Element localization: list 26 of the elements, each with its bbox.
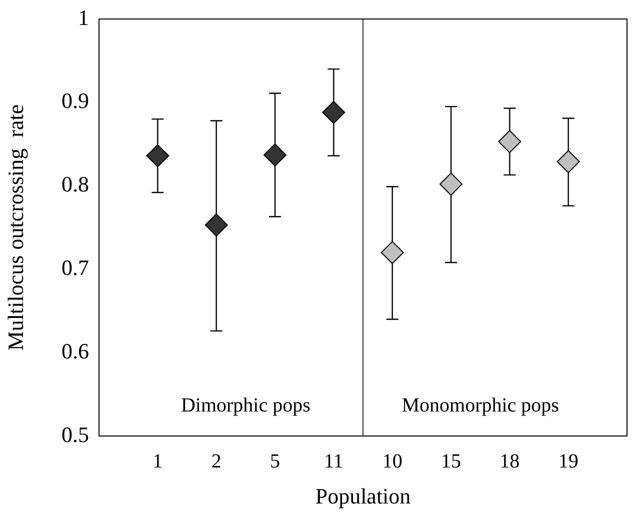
y-tick-label: 1	[78, 4, 89, 30]
x-tick-label: 11	[324, 450, 344, 472]
annotation: Dimorphic pops	[180, 394, 311, 416]
x-tick-label: 1	[152, 450, 163, 472]
y-axis-title: Multilocus outcrossing rate	[2, 104, 28, 351]
point	[146, 144, 170, 168]
x-tick-label: 10	[382, 450, 402, 472]
x-tick-label: 15	[441, 450, 461, 472]
x-tick-label: 19	[558, 450, 578, 472]
x-tick-label: 2	[211, 450, 222, 472]
point	[380, 241, 404, 264]
point	[498, 130, 522, 154]
x-tick-label: 5	[270, 450, 280, 472]
point	[322, 100, 346, 124]
y-tick-label: 0.5	[62, 422, 89, 447]
point	[440, 172, 462, 196]
point	[556, 150, 580, 174]
point	[264, 143, 286, 166]
y-tick-label: 0.6	[62, 338, 89, 364]
x-axis-title: Population	[315, 484, 411, 509]
y-tick-label: 0.7	[62, 254, 89, 280]
y-tick-label: 0.8	[62, 172, 89, 197]
x-tick-label: 18	[500, 450, 520, 472]
point	[204, 214, 228, 236]
y-tick-label: 0.9	[62, 88, 89, 114]
annotation: Monomorphic pops	[402, 394, 560, 416]
